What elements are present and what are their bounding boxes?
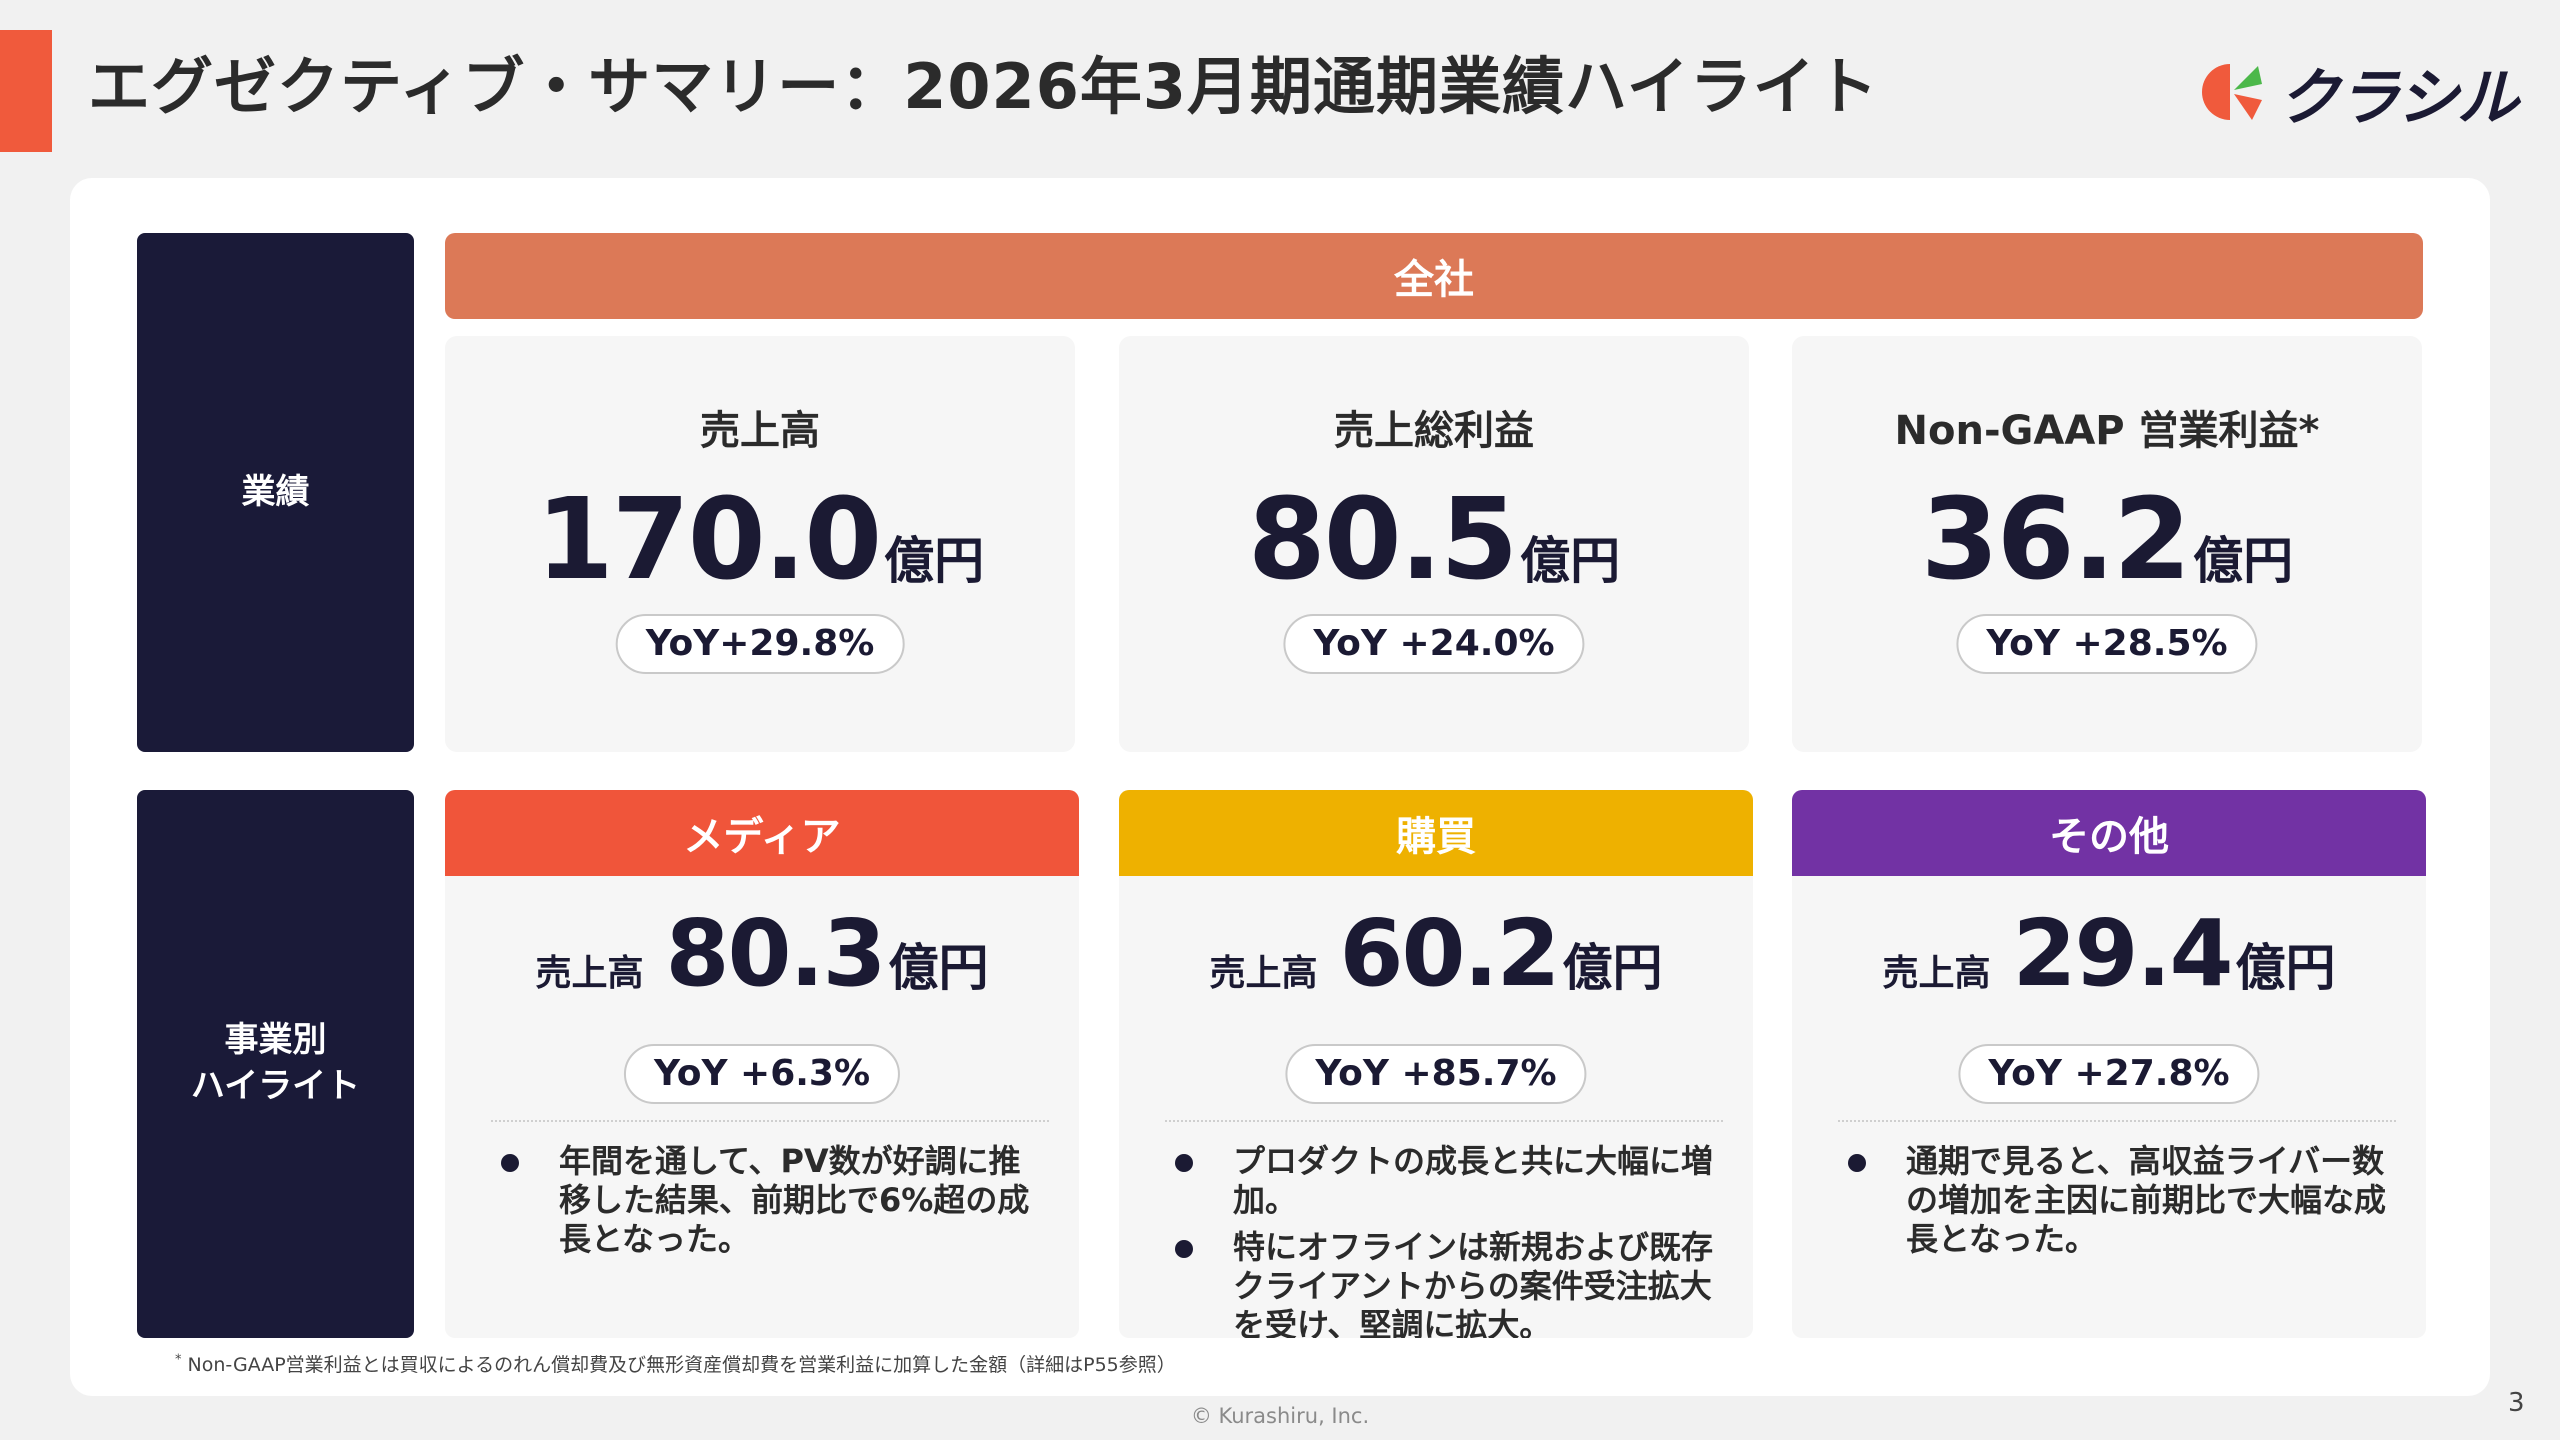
segment-number: 60.2 xyxy=(1339,900,1561,1007)
yoy-badge: YoY +6.3% xyxy=(623,1044,901,1104)
yoy-badge: YoY +27.8% xyxy=(1958,1044,2260,1104)
metric-unit: 億円 xyxy=(1520,532,1621,590)
page-number: 3 xyxy=(2508,1388,2525,1418)
row-label-segments: 事業別 ハイライト xyxy=(137,790,414,1338)
bullet-list: 通期で見ると、高収益ライバー数の増加を主因に前期比で大幅な成長となった。 xyxy=(1838,1142,2396,1267)
metric-name: Non-GAAP 営業利益* xyxy=(1894,408,2320,454)
logo-wordmark: クラシル xyxy=(2278,61,2519,134)
metric-card-operating-profit: Non-GAAP 営業利益* 36.2 億円 YoY +28.5% xyxy=(1792,336,2422,752)
segment-sales: 売上高 29.4 億円 xyxy=(1792,908,2426,1000)
metric-number: 170.0 xyxy=(535,475,882,605)
copyright: © Kurashiru, Inc. xyxy=(1190,1404,1370,1428)
segment-card-other: その他 売上高 29.4 億円 YoY +27.8% 通期で見ると、高収益ライバ… xyxy=(1792,790,2426,1338)
bullet-text: 通期で見ると、高収益ライバー数の増加を主因に前期比で大幅な成長となった。 xyxy=(1906,1142,2387,1258)
brand-logo: クラシル xyxy=(2200,52,2519,134)
title-accent-bar xyxy=(0,30,52,152)
footnote: * Non-GAAP営業利益とは買収によるのれん償却費及び無形資産償却費を営業利… xyxy=(175,1350,1176,1377)
footnote-mark: * xyxy=(175,1352,182,1368)
bullet-list: 年間を通して、PV数が好調に推移した結果、前期比で6%超の成長となった。 xyxy=(491,1142,1049,1267)
kurashiru-logo-icon xyxy=(2202,64,2262,120)
bullet-icon xyxy=(1175,1154,1193,1172)
page-title: エグゼクティブ・サマリー：2026年3月期通期業績ハイライト xyxy=(88,50,1879,123)
divider xyxy=(1838,1120,2396,1122)
segment-sales-label: 売上高 xyxy=(1209,953,1318,994)
metric-number: 80.5 xyxy=(1247,475,1518,605)
metric-unit: 億円 xyxy=(2193,532,2294,590)
metric-value: 170.0 億円 xyxy=(445,484,1075,596)
segment-sales: 売上高 60.2 億円 xyxy=(1119,908,1753,1000)
metric-number: 36.2 xyxy=(1920,475,2191,605)
segment-number: 80.3 xyxy=(665,900,887,1007)
segment-card-purchase: 購買 売上高 60.2 億円 YoY +85.7% プロダクトの成長と共に大幅に… xyxy=(1119,790,1753,1338)
metric-value: 36.2 億円 xyxy=(1792,484,2422,596)
bullet-text: 年間を通して、PV数が好調に推移した結果、前期比で6%超の成長となった。 xyxy=(559,1142,1030,1258)
bullet-icon xyxy=(1848,1154,1866,1172)
bullet-list: プロダクトの成長と共に大幅に増加。 特にオフラインは新規および既存クライアントか… xyxy=(1165,1142,1723,1338)
metric-unit: 億円 xyxy=(884,532,985,590)
metric-name: 売上総利益 xyxy=(1334,408,1534,454)
divider xyxy=(1165,1120,1723,1122)
segment-header: 購買 xyxy=(1119,790,1753,876)
segment-header: メディア xyxy=(445,790,1079,876)
bullet-item: 通期で見ると、高収益ライバー数の増加を主因に前期比で大幅な成長となった。 xyxy=(1838,1142,2396,1259)
bullet-item: 特にオフラインは新規および既存クライアントからの案件受注拡大を受け、堅調に拡大。 xyxy=(1165,1228,1723,1338)
content-panel: 業績 事業別 ハイライト 全社 売上高 170.0 億円 YoY+29.8% 売… xyxy=(70,178,2490,1396)
segment-unit: 億円 xyxy=(888,939,989,997)
segment-sales-label: 売上高 xyxy=(535,953,644,994)
segment-sales: 売上高 80.3 億円 xyxy=(445,908,1079,1000)
bullet-icon xyxy=(501,1154,519,1172)
segment-unit: 億円 xyxy=(2235,939,2336,997)
segment-number: 29.4 xyxy=(2012,900,2234,1007)
row-label-segments-line2: ハイライト xyxy=(190,1066,361,1106)
bullet-text: プロダクトの成長と共に大幅に増加。 xyxy=(1233,1142,1714,1219)
segment-unit: 億円 xyxy=(1562,939,1663,997)
segment-header: その他 xyxy=(1792,790,2426,876)
bullet-icon xyxy=(1175,1240,1193,1258)
segment-sales-label: 売上高 xyxy=(1882,953,1991,994)
metric-card-gross-profit: 売上総利益 80.5 億円 YoY +24.0% xyxy=(1119,336,1749,752)
yoy-badge: YoY+29.8% xyxy=(615,614,905,674)
yoy-badge: YoY +24.0% xyxy=(1283,614,1585,674)
metric-value: 80.5 億円 xyxy=(1119,484,1749,596)
bullet-text: 特にオフラインは新規および既存クライアントからの案件受注拡大を受け、堅調に拡大。 xyxy=(1233,1228,1714,1338)
footnote-text: Non-GAAP営業利益とは買収によるのれん償却費及び無形資産償却費を営業利益に… xyxy=(187,1354,1176,1376)
row-label-performance: 業績 xyxy=(137,233,414,752)
company-header: 全社 xyxy=(445,233,2423,319)
row-label-segments-line1: 事業別 xyxy=(224,1020,327,1061)
bullet-item: 年間を通して、PV数が好調に推移した結果、前期比で6%超の成長となった。 xyxy=(491,1142,1049,1259)
divider xyxy=(491,1120,1049,1122)
metric-card-revenue: 売上高 170.0 億円 YoY+29.8% xyxy=(445,336,1075,752)
metric-name: 売上高 xyxy=(700,408,820,454)
bullet-item: プロダクトの成長と共に大幅に増加。 xyxy=(1165,1142,1723,1220)
segment-card-media: メディア 売上高 80.3 億円 YoY +6.3% 年間を通して、PV数が好調… xyxy=(445,790,1079,1338)
yoy-badge: YoY +28.5% xyxy=(1956,614,2258,674)
yoy-badge: YoY +85.7% xyxy=(1285,1044,1587,1104)
